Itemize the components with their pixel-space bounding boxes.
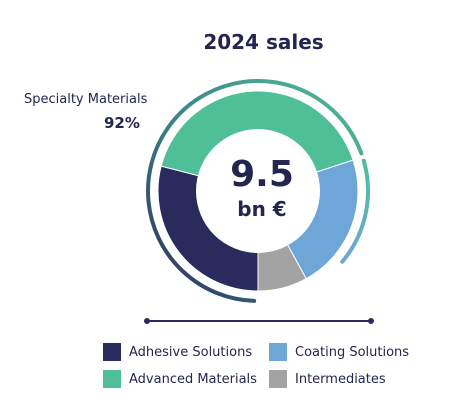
center-unit: bn € <box>237 197 286 221</box>
legend-item-coating-solutions: Coating Solutions <box>269 343 409 361</box>
specialty-materials-percent: 92% <box>104 114 140 132</box>
center-value: 9.5 <box>230 154 294 195</box>
legend-label: Coating Solutions <box>295 344 410 360</box>
specialty-materials-arc <box>146 79 364 303</box>
legend-label: Adhesive Solutions <box>129 344 253 360</box>
donut-hole <box>196 129 320 253</box>
legend-swatch <box>269 370 287 388</box>
other-segment-arc <box>340 158 370 264</box>
legend-swatch <box>269 343 287 361</box>
legend-item-advanced-materials: Advanced Materials <box>103 370 257 388</box>
divider-line <box>144 318 374 324</box>
legend-item-intermediates: Intermediates <box>269 370 386 388</box>
legend-item-adhesive-solutions: Adhesive Solutions <box>103 343 252 361</box>
legend-swatch <box>103 343 121 361</box>
specialty-materials-label: Specialty Materials <box>24 92 148 107</box>
legend-label: Intermediates <box>295 371 386 387</box>
chart-title: 2024 sales <box>203 30 324 54</box>
legend-swatch <box>103 370 121 388</box>
legend-label: Advanced Materials <box>129 371 257 387</box>
